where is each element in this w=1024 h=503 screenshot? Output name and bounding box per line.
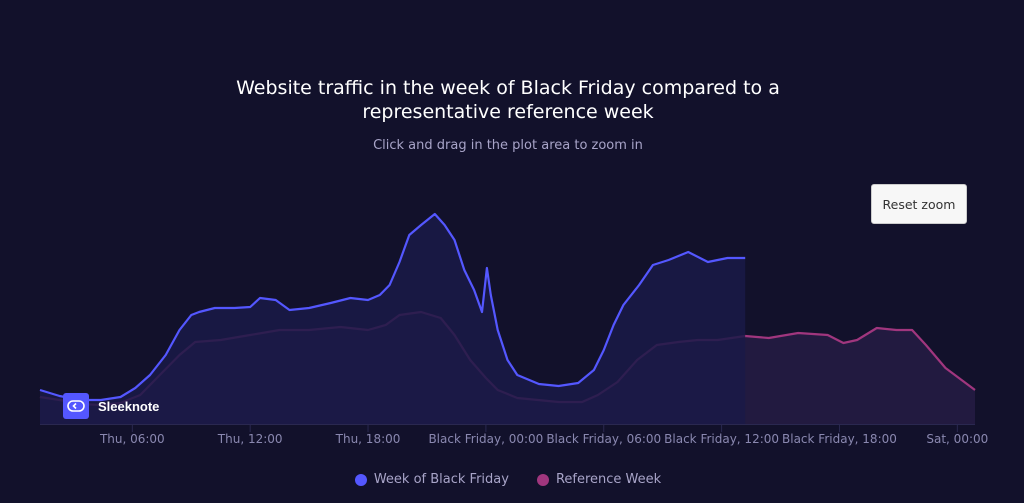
series-line-0 xyxy=(39,212,746,402)
x-tick-label: Black Friday, 18:00 xyxy=(782,432,897,446)
reset-zoom-button[interactable]: Reset zoom xyxy=(871,184,967,224)
x-tick-label: Black Friday, 00:00 xyxy=(428,432,543,446)
sleeknote-logo: Sleeknote xyxy=(63,393,159,419)
chart-title: Website traffic in the week of Black Fri… xyxy=(0,76,1016,124)
chart-subtitle: Click and drag in the plot area to zoom … xyxy=(373,138,643,153)
sleeknote-logo-text: Sleeknote xyxy=(98,398,160,414)
x-tick-label: Thu, 12:00 xyxy=(217,432,283,446)
legend-marker-icon xyxy=(354,473,367,486)
series-area-0 xyxy=(40,214,746,424)
chart-title-line-2: representative reference week xyxy=(362,101,654,123)
x-tick-label: Thu, 18:00 xyxy=(335,432,401,446)
x-tick-label: Thu, 06:00 xyxy=(99,432,165,446)
sleeknote-logo-icon xyxy=(63,393,89,419)
legend-marker-icon xyxy=(536,473,549,486)
x-tick-label: Black Friday, 06:00 xyxy=(546,432,661,446)
chart-title-line-1: Website traffic in the week of Black Fri… xyxy=(236,77,780,99)
x-tick-label: Black Friday, 12:00 xyxy=(664,432,779,446)
legend-label: Week of Black Friday xyxy=(373,472,509,487)
legend-item-reference-week[interactable]: Reference Week xyxy=(536,472,662,487)
legend-item-black-friday[interactable]: Week of Black Friday xyxy=(354,472,509,487)
legend-label: Reference Week xyxy=(555,472,662,487)
x-tick-label: Sat, 00:00 xyxy=(926,432,988,446)
chart-legend: Week of Black Friday Reference Week xyxy=(0,472,1016,487)
